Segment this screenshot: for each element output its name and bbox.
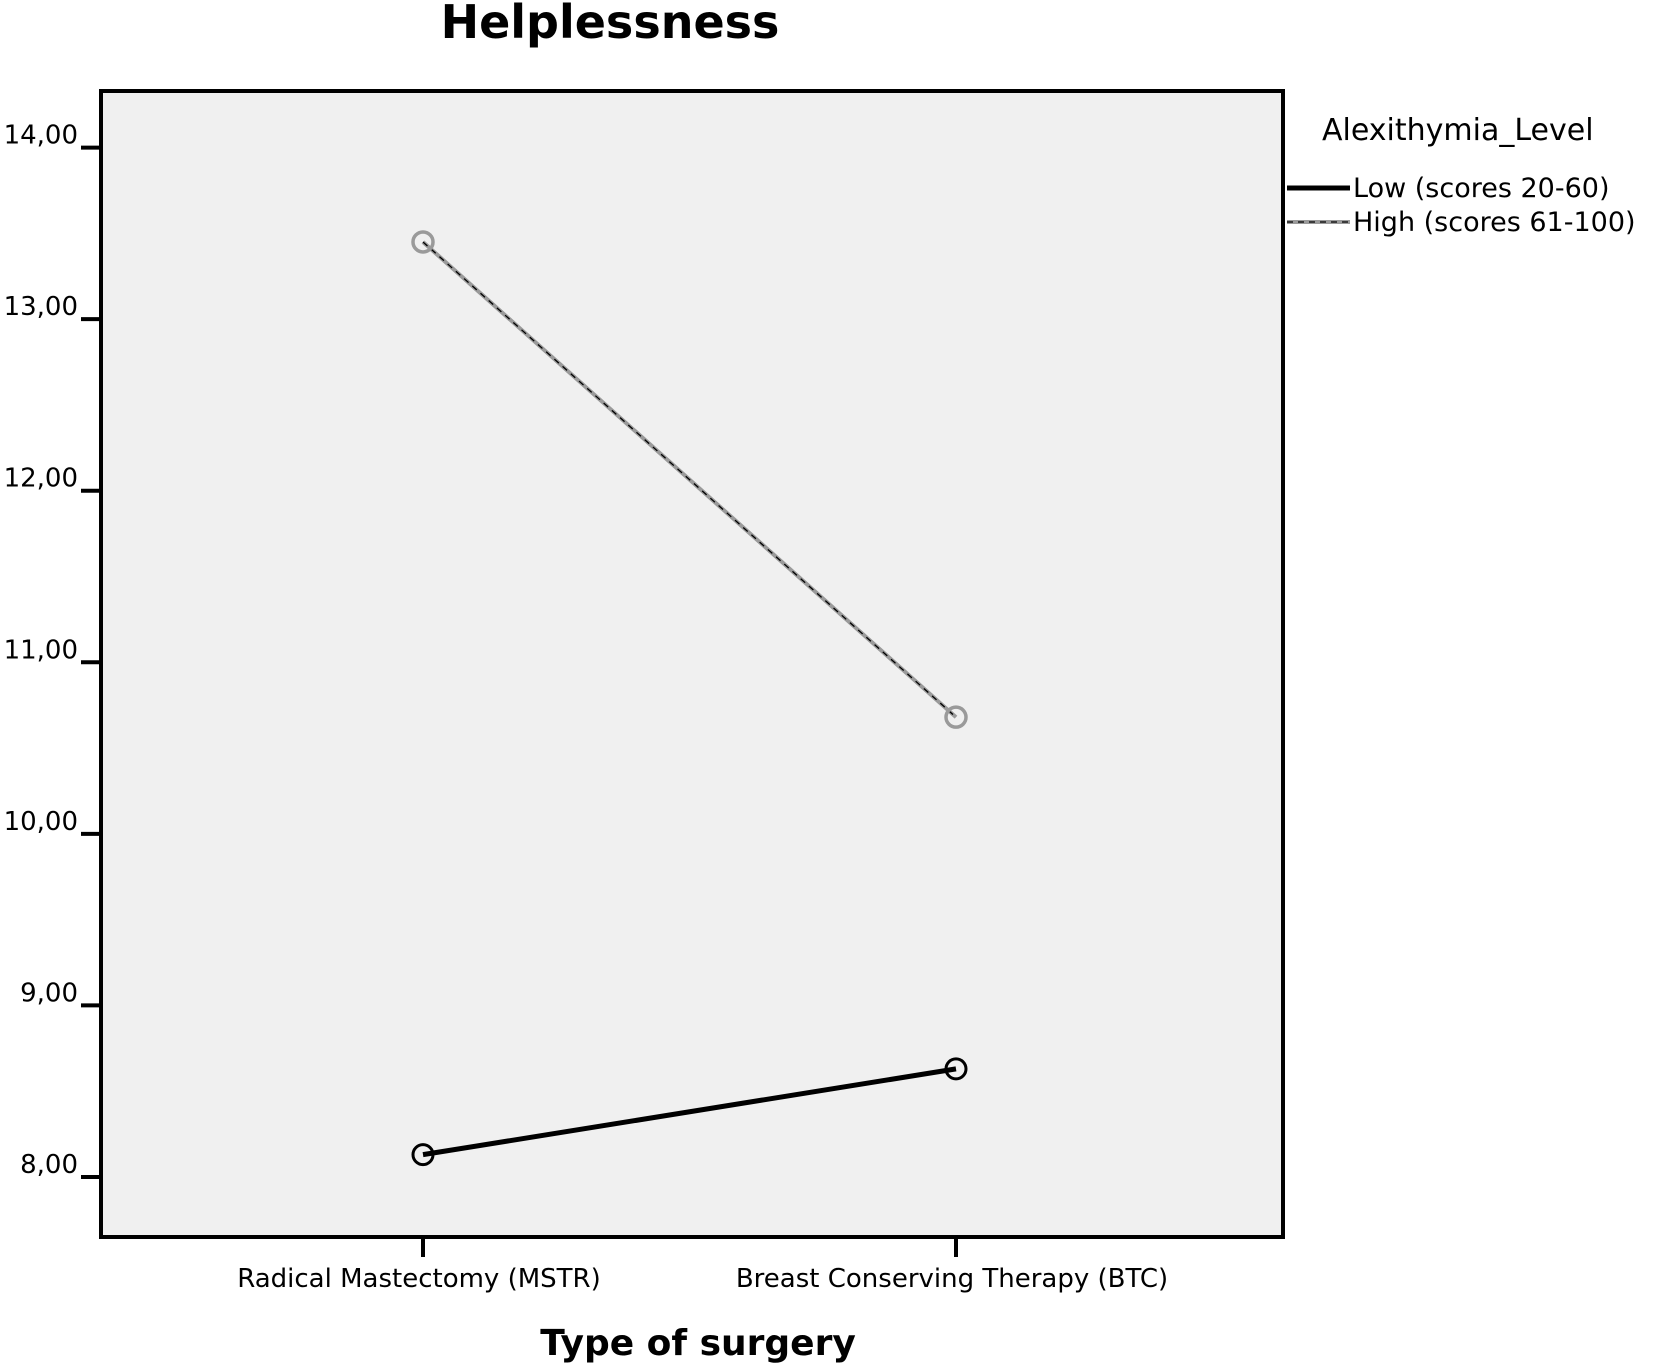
plot-area bbox=[99, 89, 1285, 1239]
y-tick-label: 10,00 bbox=[4, 807, 78, 837]
x-tick-label: Breast Conserving Therapy (BTC) bbox=[736, 1264, 1168, 1294]
series-line-dash bbox=[422, 241, 957, 718]
legend-item: High (scores 61-100) bbox=[1287, 207, 1636, 238]
data-point bbox=[944, 1057, 968, 1081]
y-tick-label: 13,00 bbox=[4, 292, 78, 322]
data-point bbox=[944, 705, 968, 729]
x-tick-label: Radical Mastectomy (MSTR) bbox=[237, 1264, 601, 1294]
series-layer bbox=[411, 230, 968, 1167]
x-axis-label: Type of surgery bbox=[540, 1323, 856, 1364]
series-line bbox=[422, 1066, 957, 1158]
legend: Alexithymia_Level Low (scores 20-60)High… bbox=[1287, 113, 1636, 238]
data-point bbox=[411, 230, 435, 254]
y-tick-label: 14,00 bbox=[4, 121, 78, 151]
y-tick-label: 12,00 bbox=[4, 464, 78, 494]
legend-label: High (scores 61-100) bbox=[1353, 207, 1636, 238]
y-tick-label: 8,00 bbox=[20, 1150, 78, 1180]
series-high bbox=[411, 230, 968, 729]
legend-item: Low (scores 20-60) bbox=[1287, 173, 1609, 204]
data-point bbox=[411, 1143, 435, 1167]
y-tick-label: 11,00 bbox=[4, 635, 78, 665]
series-low bbox=[411, 1057, 968, 1167]
legend-label: Low (scores 20-60) bbox=[1353, 173, 1609, 204]
y-tick-label: 9,00 bbox=[20, 978, 78, 1008]
y-axis: 8,00 9,00 10,00 11,00 12,00 13,00 14,00 bbox=[4, 121, 101, 1180]
legend-title: Alexithymia_Level bbox=[1322, 113, 1594, 148]
chart-title: Helplessness bbox=[441, 0, 780, 49]
x-axis: Radical Mastectomy (MSTR) Breast Conservi… bbox=[237, 1237, 1168, 1294]
